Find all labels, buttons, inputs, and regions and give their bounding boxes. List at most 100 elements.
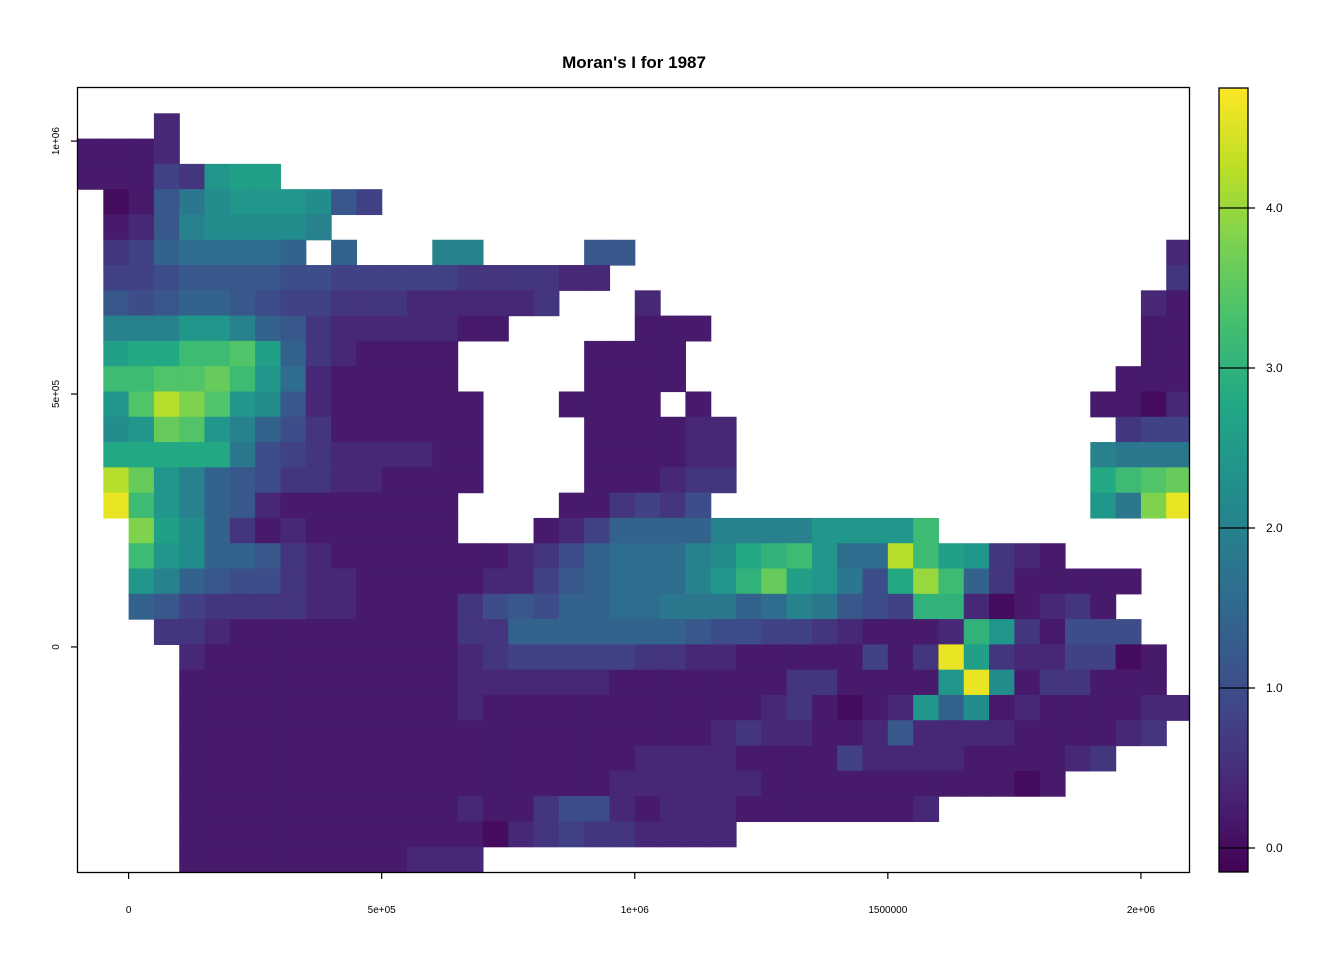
raster-cell: [153, 442, 180, 468]
raster-cell: [761, 568, 788, 595]
raster-cell: [634, 770, 661, 797]
raster-cell: [989, 694, 1015, 721]
raster-cell: [811, 644, 838, 671]
raster-cell: [660, 517, 686, 544]
raster-cell: [584, 568, 611, 595]
raster-cell: [761, 543, 788, 570]
raster-cell: [204, 770, 231, 797]
raster-cell: [1014, 745, 1041, 772]
raster-cell: [280, 644, 307, 671]
raster-cell: [407, 366, 433, 393]
raster-cell: [331, 846, 357, 873]
raster-cell: [634, 543, 661, 570]
raster-cell: [305, 492, 332, 519]
raster-cell: [407, 619, 433, 645]
raster-cell: [558, 796, 585, 823]
legend-tick-label: 1.0: [1266, 681, 1283, 695]
raster-cell: [862, 669, 889, 696]
raster-cell: [685, 770, 712, 797]
raster-cell: [381, 442, 408, 468]
raster-cell: [634, 593, 661, 620]
x-tick-label: 0: [126, 905, 132, 916]
raster-cell: [584, 619, 611, 645]
raster-cell: [862, 619, 889, 645]
raster-cell: [482, 720, 509, 747]
raster-cell: [305, 568, 332, 595]
raster-cell: [710, 543, 737, 570]
raster-cell: [811, 593, 838, 620]
raster-cell: [432, 290, 459, 317]
raster-cell: [761, 593, 788, 620]
raster-cell: [255, 366, 282, 393]
raster-cell: [331, 543, 357, 570]
raster-cell: [1039, 694, 1066, 721]
raster-cell: [204, 517, 231, 544]
raster-cell: [1115, 694, 1142, 721]
raster-cell: [153, 290, 180, 317]
raster-cell: [1039, 644, 1066, 671]
raster-cell: [305, 265, 332, 291]
raster-cell: [685, 467, 712, 494]
raster-cell: [609, 619, 636, 645]
raster-cell: [204, 214, 231, 241]
raster-cell: [634, 391, 661, 418]
raster-cell: [786, 568, 813, 595]
raster-cell: [432, 366, 459, 393]
raster-cell: [811, 568, 838, 595]
raster-cell: [634, 366, 661, 393]
raster-cell: [153, 189, 180, 216]
raster-cell: [482, 593, 509, 620]
raster-cell: [356, 796, 383, 823]
raster-cell: [153, 492, 180, 519]
raster-cell: [710, 442, 737, 468]
raster-cell: [280, 568, 307, 595]
raster-cell: [204, 568, 231, 595]
raster-cell: [761, 745, 788, 772]
raster-cell: [153, 113, 180, 140]
raster-cell: [1090, 492, 1117, 519]
raster-cell: [229, 189, 256, 216]
raster-cell: [634, 492, 661, 519]
raster-cell: [179, 442, 206, 468]
raster-cell: [811, 720, 838, 747]
raster-cell: [989, 745, 1015, 772]
raster-cell: [305, 669, 332, 696]
raster-cell: [913, 669, 940, 696]
raster-cell: [1090, 669, 1117, 696]
raster-cell: [660, 543, 686, 570]
raster-cell: [153, 593, 180, 620]
raster-cell: [938, 669, 965, 696]
raster-cell: [584, 720, 611, 747]
raster-cell: [1039, 568, 1066, 595]
raster-cell: [482, 543, 509, 570]
raster-cell: [255, 770, 282, 797]
raster-cell: [305, 517, 332, 544]
raster-cell: [660, 366, 686, 393]
raster-cell: [457, 720, 484, 747]
raster-cell: [862, 796, 889, 823]
raster-cell: [407, 694, 433, 721]
raster-cell: [508, 669, 535, 696]
raster-cell: [660, 467, 686, 494]
raster-cell: [229, 593, 256, 620]
raster-cell: [736, 745, 762, 772]
raster-cell: [280, 492, 307, 519]
raster-cell: [660, 416, 686, 443]
raster-cell: [913, 543, 940, 570]
raster-cell: [1039, 593, 1066, 620]
raster-cell: [710, 745, 737, 772]
raster-cell: [179, 796, 206, 823]
raster-cell: [229, 694, 256, 721]
raster-cell: [558, 543, 585, 570]
raster-cell: [1090, 442, 1117, 468]
raster-cell: [331, 239, 357, 266]
raster-cell: [229, 214, 256, 241]
raster-cell: [179, 846, 206, 873]
raster-cell: [255, 290, 282, 317]
raster-cell: [1064, 720, 1091, 747]
raster-cell: [710, 644, 737, 671]
raster-cell: [255, 846, 282, 873]
raster-cell: [457, 391, 484, 418]
raster-cell: [1039, 543, 1066, 570]
raster-cell: [584, 239, 611, 266]
